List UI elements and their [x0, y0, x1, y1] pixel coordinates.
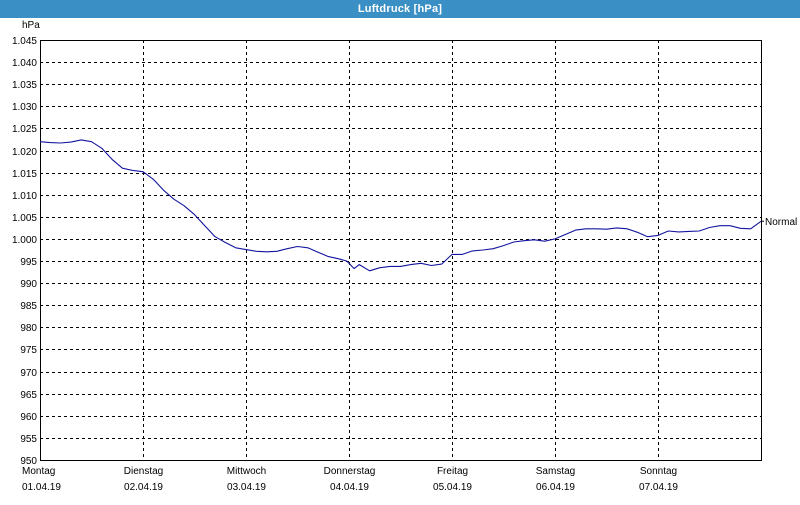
x-tick-date: 05.04.19 [433, 482, 472, 493]
y-tick-label: 975 [20, 345, 37, 356]
series-end-label: Normal [765, 217, 797, 228]
y-tick-label: 1.005 [12, 213, 37, 224]
chart-area: 950 955 960 965 970 975 980 985 990 995 1.000 1.005… [0, 18, 800, 500]
x-tick-date: 03.04.19 [227, 482, 266, 493]
series-line-normal [39, 139, 762, 272]
y-tick-label: 980 [20, 323, 37, 334]
y-tick-label: 955 [20, 434, 37, 445]
series-layer: Normal [39, 139, 797, 272]
y-tick-label: 1.025 [12, 124, 37, 135]
y-tick-label: 1.010 [12, 191, 37, 202]
x-tick-day: Samstag [536, 466, 575, 477]
plot-frame [40, 40, 762, 461]
y-tick-label: 1.020 [12, 147, 37, 158]
y-tick-label: 950 [20, 456, 37, 467]
y-tick-label: 1.015 [12, 169, 37, 180]
y-tick-label: 990 [20, 279, 37, 290]
y-tick-label: 970 [20, 368, 37, 379]
x-tick-date: 07.04.19 [639, 482, 678, 493]
y-tick-label: 1.000 [12, 235, 37, 246]
y-tick-label: 1.035 [12, 80, 37, 91]
x-tick-date: 04.04.19 [330, 482, 369, 493]
chart-title: Luftdruck [hPa] [0, 0, 800, 18]
y-tick-label: 1.045 [12, 36, 37, 47]
grid-lines [40, 40, 761, 460]
x-tick-day: Dienstag [124, 466, 163, 477]
x-axis: Montag 01.04.19 Dienstag 02.04.19 Mittwoch 03… [22, 466, 678, 493]
y-axis: 950 955 960 965 970 975 980 985 990 995 1.000 1.005… [12, 20, 40, 467]
x-tick-day: Sonntag [640, 466, 677, 477]
x-tick-day: Freitag [437, 466, 468, 477]
x-tick-date: 01.04.19 [22, 482, 61, 493]
x-tick-day: Montag [22, 466, 55, 477]
y-tick-label: 1.030 [12, 102, 37, 113]
y-tick-label: 1.040 [12, 58, 37, 69]
y-tick-label: 985 [20, 301, 37, 312]
x-tick-day: Donnerstag [324, 466, 376, 477]
y-tick-label: 960 [20, 412, 37, 423]
x-tick-date: 02.04.19 [124, 482, 163, 493]
x-tick-day: Mittwoch [227, 466, 266, 477]
y-tick-label: 995 [20, 257, 37, 268]
y-axis-unit: hPa [22, 20, 40, 31]
pressure-chart: 950 955 960 965 970 975 980 985 990 995 1.000 1.005… [12, 20, 797, 493]
y-tick-label: 965 [20, 390, 37, 401]
x-tick-date: 06.04.19 [536, 482, 575, 493]
